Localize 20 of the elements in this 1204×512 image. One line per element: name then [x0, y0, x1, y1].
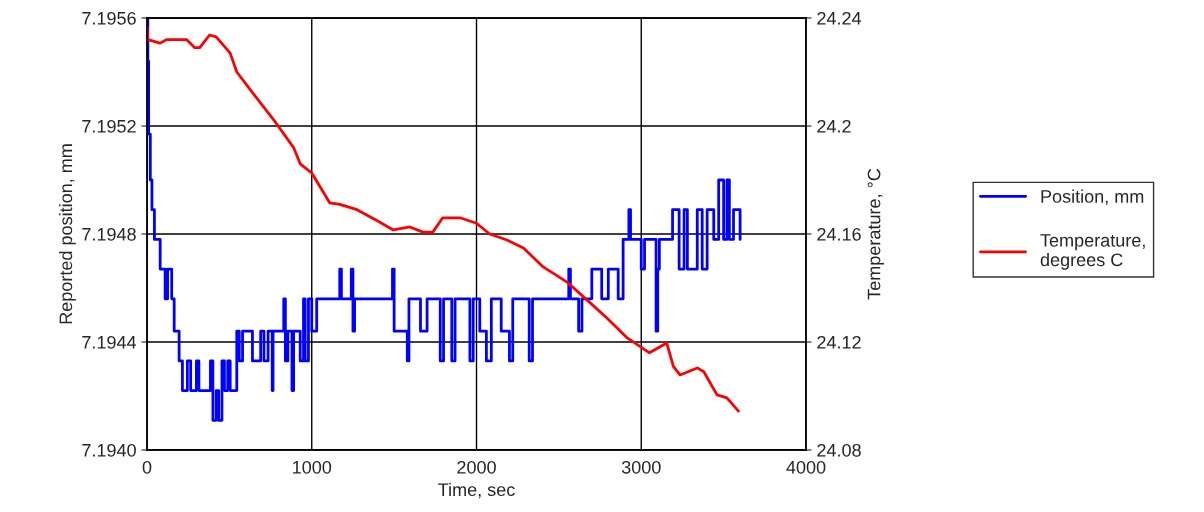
x-axis-title: Time, sec	[438, 482, 515, 499]
y2-tick-label: 24.24	[817, 11, 862, 25]
legend-label: Temperature, degrees C	[1040, 234, 1145, 270]
x-tick-label: 0	[142, 460, 152, 474]
y2-tick-label: 24.08	[817, 443, 861, 457]
x-tick-label: 3000	[621, 460, 661, 474]
y2-tick-label: 24.2	[817, 119, 851, 133]
y2-axis-title: Temperature, °C	[867, 168, 884, 300]
y-tick-label: 7.1940	[82, 443, 136, 457]
y2-tick-label: 24.12	[817, 335, 861, 349]
y-tick-label: 7.1948	[82, 227, 136, 241]
x-tick-label: 1000	[293, 460, 332, 474]
y-tick-label: 7.1944	[82, 335, 137, 349]
y2-tick-label: 24.16	[817, 227, 861, 241]
x-tick-label: 2000	[457, 460, 496, 474]
legend-label: Position, mm	[1041, 189, 1144, 205]
x-tick-label: 4000	[786, 460, 826, 474]
y-tick-label: 7.1952	[82, 119, 136, 133]
y-axis-title: Reported position, mm	[58, 144, 76, 324]
y-tick-label: 7.1956	[82, 11, 136, 25]
